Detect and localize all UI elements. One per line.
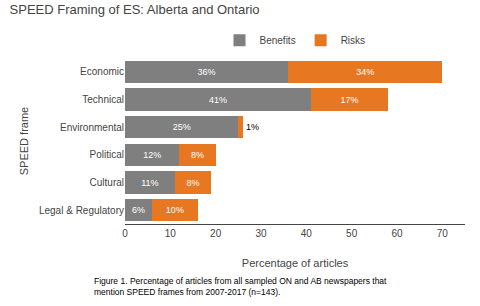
- svg-text:11%: 11%: [141, 178, 158, 188]
- svg-text:1%: 1%: [246, 122, 259, 132]
- svg-text:Benefits: Benefits: [260, 35, 296, 46]
- svg-text:8%: 8%: [186, 178, 199, 188]
- svg-text:10: 10: [165, 228, 177, 239]
- svg-text:Economic: Economic: [80, 66, 124, 77]
- svg-text:Figure 1. Percentage of articl: Figure 1. Percentage of articles from al…: [94, 276, 387, 297]
- svg-text:8%: 8%: [191, 150, 204, 160]
- svg-text:SPEED frame: SPEED frame: [18, 107, 30, 175]
- svg-text:70: 70: [437, 228, 449, 239]
- svg-text:Percentage of articles: Percentage of articles: [242, 257, 349, 269]
- svg-text:0: 0: [122, 228, 128, 239]
- svg-text:10%: 10%: [166, 205, 184, 215]
- svg-text:6%: 6%: [132, 205, 145, 215]
- svg-text:50: 50: [346, 228, 358, 239]
- svg-text:Environmental: Environmental: [60, 122, 124, 133]
- svg-text:34%: 34%: [356, 67, 374, 77]
- svg-text:17%: 17%: [340, 95, 358, 105]
- svg-text:40: 40: [301, 228, 313, 239]
- svg-text:Legal & Regulatory: Legal & Regulatory: [39, 205, 124, 216]
- svg-text:Technical: Technical: [82, 94, 124, 105]
- svg-text:SPEED Framing of ES: Alberta a: SPEED Framing of ES: Alberta and Ontario: [10, 2, 260, 17]
- svg-text:36%: 36%: [198, 67, 216, 77]
- svg-text:12%: 12%: [143, 150, 161, 160]
- svg-text:Political: Political: [90, 149, 124, 160]
- svg-text:41%: 41%: [209, 95, 227, 105]
- svg-text:Risks: Risks: [341, 35, 365, 46]
- svg-text:Cultural: Cultural: [90, 177, 124, 188]
- svg-text:25%: 25%: [173, 122, 191, 132]
- svg-text:20: 20: [210, 228, 222, 239]
- svg-text:60: 60: [391, 228, 403, 239]
- svg-text:30: 30: [255, 228, 267, 239]
